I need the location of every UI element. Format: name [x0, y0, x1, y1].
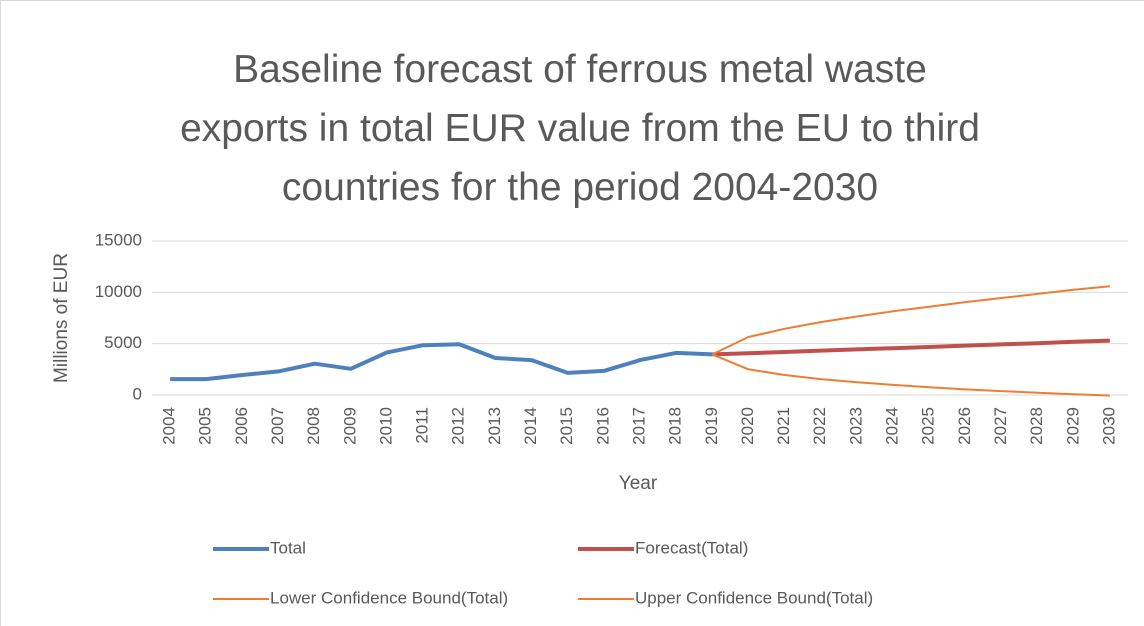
- legend-label: Forecast(Total): [635, 538, 748, 557]
- legend-label: Lower Confidence Bound(Total): [270, 588, 508, 607]
- x-tick-label: 2004: [160, 407, 179, 445]
- x-tick-label: 2019: [702, 407, 721, 445]
- x-tick-label: 2007: [268, 407, 287, 445]
- x-tick-label: 2011: [413, 407, 432, 444]
- x-axis-label: Year: [619, 473, 658, 494]
- x-tick-label: 2017: [629, 407, 648, 445]
- x-tick-label: 2009: [340, 407, 359, 445]
- x-tick-label: 2027: [991, 407, 1010, 445]
- x-tick-label: 2020: [738, 407, 757, 445]
- legend-label: Upper Confidence Bound(Total): [635, 588, 873, 607]
- series-line: [170, 342, 713, 382]
- chart-title: Baseline forecast of ferrous metal waste…: [180, 48, 980, 209]
- x-tick-label: 2013: [485, 407, 504, 445]
- y-tick-label: 10000: [95, 282, 142, 301]
- series-line: [712, 338, 1110, 357]
- x-tick-label: 2018: [666, 407, 685, 445]
- x-tick-label: 2015: [557, 407, 576, 445]
- y-tick-label: 5000: [104, 333, 142, 352]
- x-tick-label: 2008: [304, 407, 323, 445]
- series-line: [711, 285, 1110, 356]
- x-tick-label: 2030: [1099, 407, 1118, 445]
- x-tick-label: 2006: [232, 407, 251, 445]
- x-tick-label: 2023: [846, 407, 865, 445]
- y-tick-label: 0: [133, 384, 142, 403]
- x-tick-label: 2010: [376, 407, 395, 445]
- x-tick-label: 2021: [774, 407, 793, 445]
- x-tick-label: 2014: [521, 407, 540, 445]
- x-tick-label: 2025: [919, 407, 938, 445]
- x-tick-label: 2005: [196, 407, 215, 445]
- y-axis-label: Millions of EUR: [51, 253, 72, 383]
- series-line: [711, 353, 1110, 397]
- y-tick-label: 15000: [95, 230, 142, 249]
- x-tick-label: 2022: [810, 407, 829, 445]
- x-tick-label: 2029: [1063, 407, 1082, 445]
- x-tick-label: 2028: [1027, 407, 1046, 445]
- x-tick-label: 2016: [593, 407, 612, 445]
- x-tick-label: 2024: [883, 407, 902, 445]
- legend-label: Total: [270, 538, 306, 557]
- x-tick-label: 2026: [955, 407, 974, 445]
- x-tick-label: 2012: [449, 407, 468, 445]
